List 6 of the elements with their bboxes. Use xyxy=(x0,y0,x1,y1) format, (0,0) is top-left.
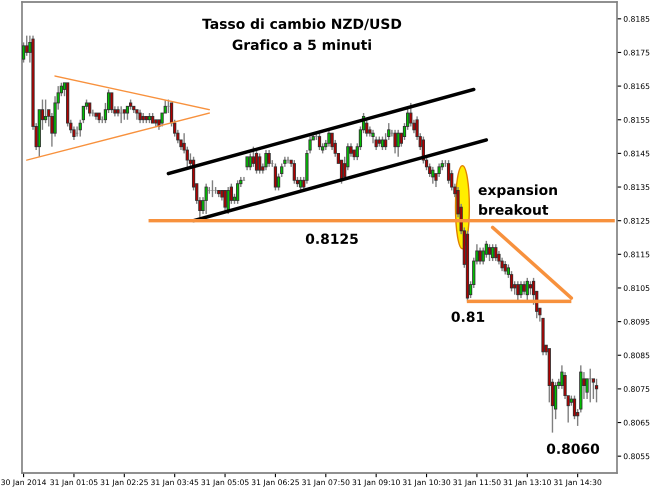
text: Tasso di cambio NZD/USD xyxy=(202,18,402,30)
annotation: 0.8060 xyxy=(546,444,600,454)
ref-line-label: 0.81 xyxy=(452,312,484,322)
ref-line-label: 0.8125 xyxy=(306,234,358,244)
text: Grafico a 5 minuti xyxy=(232,39,371,50)
annotation: expansion breakout xyxy=(478,184,557,215)
